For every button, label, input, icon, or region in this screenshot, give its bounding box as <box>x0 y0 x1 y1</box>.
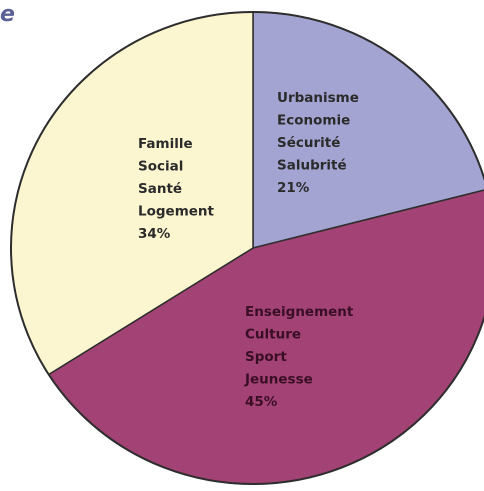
slice-category-label: Logement <box>138 204 215 220</box>
slice-category-label: Salubrité <box>277 158 347 174</box>
pie-outline <box>10 11 484 485</box>
slice-category-label: Sport <box>245 349 287 365</box>
slice-category-label: Culture <box>245 327 301 343</box>
slice-category-label: Social <box>138 159 183 175</box>
slice-category-label: Santé <box>138 181 182 197</box>
slice-percent-label: 45% <box>245 394 278 410</box>
slice-label-group-3: Famille Social Santé Logement 34% <box>138 136 215 242</box>
slice-percent-label: 34% <box>138 226 171 242</box>
slice-category-label: Jeunesse <box>244 372 313 388</box>
slice-category-label: Famille <box>138 136 193 152</box>
slice-label-group-2: Enseignement Culture Sport Jeunesse 45% <box>244 304 354 410</box>
cropped-title-fragment: e <box>0 2 15 27</box>
slice-category-label: Sécurité <box>277 135 340 151</box>
slice-label-group-1: Urbanisme Economie Sécurité Salubrité 21% <box>277 90 359 196</box>
slice-category-label: Economie <box>277 113 350 129</box>
slice-percent-label: 21% <box>277 180 310 196</box>
slice-category-label: Urbanisme <box>277 90 359 106</box>
slice-category-label: Enseignement <box>245 304 354 320</box>
